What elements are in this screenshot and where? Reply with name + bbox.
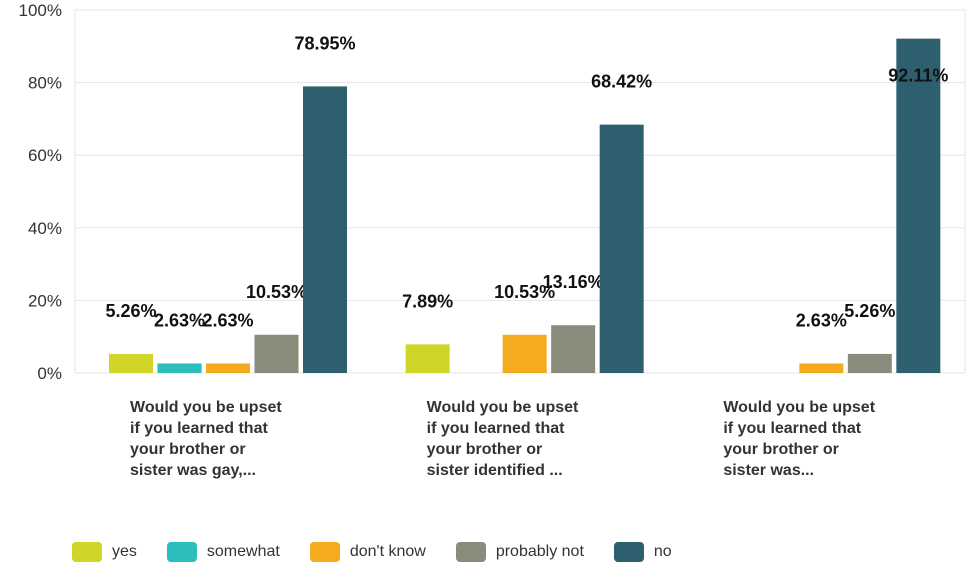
y-tick-label: 40% (28, 219, 62, 238)
bar (896, 38, 941, 374)
y-tick-label: 60% (28, 146, 62, 165)
category-label: Would you be upset (723, 399, 875, 416)
category-label: Would you be upset (427, 399, 579, 416)
bar (551, 325, 596, 373)
data-label: 5.26% (105, 301, 156, 321)
bar (847, 353, 892, 373)
data-label: 5.26% (844, 301, 895, 321)
data-label: 68.42% (591, 72, 652, 92)
data-label: 2.63% (154, 310, 205, 330)
legend-label: don't know (349, 543, 426, 560)
legend-label: yes (112, 543, 137, 560)
y-tick-label: 100% (19, 1, 62, 20)
legend-item: yes (72, 542, 137, 562)
category-label: sister was... (723, 462, 814, 479)
legend-item: don't know (309, 542, 426, 562)
data-label: 10.53% (246, 282, 307, 302)
y-tick-label: 0% (37, 364, 62, 383)
bar (254, 334, 299, 373)
bar (206, 363, 250, 373)
data-label: 10.53% (494, 282, 555, 302)
bar (799, 363, 844, 373)
data-label: 92.11% (888, 66, 948, 86)
legend-swatch (72, 542, 102, 562)
bar (599, 124, 644, 373)
bar (303, 86, 347, 373)
bar (405, 344, 450, 373)
legend-label: somewhat (206, 543, 280, 560)
legend-swatch (166, 542, 197, 562)
legend-label: probably not (495, 543, 584, 560)
legend-swatch (613, 542, 644, 562)
legend-swatch (309, 542, 340, 562)
category-label: your brother or (130, 441, 246, 458)
category-label: sister identified ... (427, 462, 563, 479)
legend-item: somewhat (166, 542, 280, 562)
legend-swatch (455, 542, 486, 562)
legend-item: no (613, 542, 672, 562)
bar (109, 353, 153, 373)
legend-label: no (653, 543, 672, 560)
legend-item: probably not (455, 542, 584, 562)
data-label: 2.63% (796, 310, 847, 330)
legend: yes somewhat don't know probably not no (72, 540, 702, 564)
category-label: if you learned that (723, 420, 861, 437)
bar-chart: 0%20%40%60%80%100%5.26%2.63%2.63%10.53%7… (19, 1, 966, 479)
category-label: if you learned that (130, 420, 268, 437)
data-label: 2.63% (202, 310, 253, 330)
category-label: sister was gay,... (130, 462, 256, 479)
bar (157, 363, 202, 373)
category-label: if you learned that (427, 420, 565, 437)
y-tick-label: 20% (28, 291, 62, 310)
category-label: your brother or (427, 441, 543, 458)
data-label: 13.16% (543, 272, 604, 292)
bar (502, 334, 547, 373)
data-label: 7.89% (402, 291, 453, 311)
category-label: Would you be upset (130, 399, 282, 416)
data-label: 78.95% (294, 33, 355, 53)
category-label: your brother or (723, 441, 839, 458)
y-tick-label: 80% (28, 74, 62, 93)
